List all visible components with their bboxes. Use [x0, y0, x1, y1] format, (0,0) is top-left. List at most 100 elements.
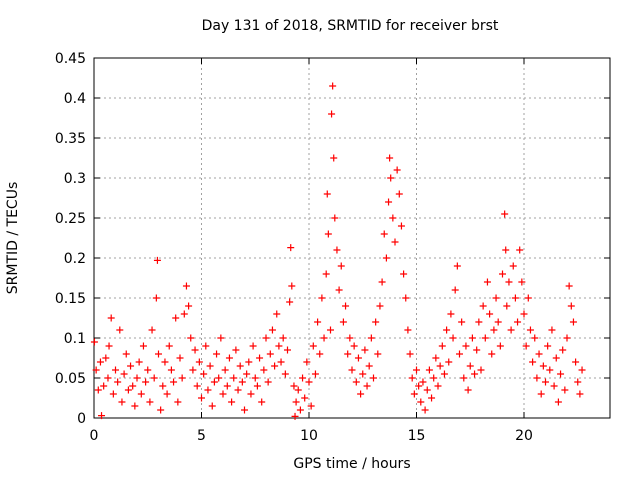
- data-point: [518, 278, 526, 286]
- data-point: [413, 366, 420, 374]
- data-point: [309, 342, 317, 350]
- data-point: [440, 370, 448, 378]
- data-point: [102, 354, 110, 362]
- data-point: [187, 334, 195, 342]
- data-point: [318, 294, 326, 302]
- data-point: [330, 154, 338, 162]
- data-point: [501, 210, 509, 218]
- data-point: [559, 346, 567, 354]
- data-point: [533, 374, 541, 382]
- data-point: [524, 294, 532, 302]
- data-point: [305, 378, 313, 386]
- data-point: [155, 350, 162, 358]
- chart-title: Day 131 of 2018, SRMTID for receiver brs…: [201, 18, 499, 34]
- data-point: [445, 358, 453, 366]
- data-point: [479, 302, 487, 310]
- data-point: [572, 358, 580, 366]
- data-point: [303, 358, 311, 366]
- data-point: [236, 362, 244, 370]
- data-point: [477, 366, 485, 374]
- data-point: [415, 382, 423, 390]
- data-point: [284, 346, 291, 354]
- data-point: [217, 334, 225, 342]
- data-point: [438, 342, 446, 350]
- data-point: [567, 302, 575, 310]
- data-point: [529, 358, 537, 366]
- data-point: [406, 350, 414, 358]
- data-point: [460, 374, 468, 382]
- data-point: [273, 310, 281, 318]
- data-point: [468, 334, 476, 342]
- data-point: [170, 378, 178, 386]
- data-point: [202, 342, 210, 350]
- data-point: [176, 354, 184, 362]
- data-point: [122, 350, 130, 358]
- data-point: [522, 342, 530, 350]
- data-point: [182, 282, 190, 290]
- data-point: [520, 310, 528, 318]
- data-point: [98, 412, 106, 420]
- data-point: [251, 374, 259, 382]
- data-point: [105, 342, 113, 350]
- data-point: [391, 238, 399, 246]
- data-point: [421, 406, 429, 414]
- data-point: [146, 398, 154, 406]
- data-point: [492, 294, 500, 302]
- data-point: [475, 318, 483, 326]
- data-point: [247, 390, 255, 398]
- data-point: [198, 394, 205, 402]
- data-point: [432, 354, 440, 362]
- data-point: [354, 354, 362, 362]
- data-point: [296, 406, 304, 414]
- data-point: [301, 394, 309, 402]
- data-point: [507, 326, 515, 334]
- data-point: [114, 378, 122, 386]
- data-point: [494, 318, 502, 326]
- data-point: [436, 362, 444, 370]
- data-point: [271, 362, 279, 370]
- data-point: [425, 366, 433, 374]
- data-point: [256, 354, 264, 362]
- data-point: [195, 358, 203, 366]
- data-point: [234, 386, 242, 394]
- x-tick-label: 15: [408, 428, 426, 444]
- data-point: [458, 318, 466, 326]
- data-point: [215, 374, 223, 382]
- x-tick-label: 0: [90, 428, 99, 444]
- data-point: [152, 294, 160, 302]
- data-point: [94, 386, 102, 394]
- data-point: [324, 230, 332, 238]
- y-tick-label: 0: [77, 411, 86, 427]
- data-point: [153, 256, 161, 264]
- data-point: [329, 82, 337, 90]
- data-point: [344, 350, 352, 358]
- data-point: [400, 270, 408, 278]
- data-point: [243, 370, 251, 378]
- data-point: [139, 342, 147, 350]
- data-point: [488, 350, 496, 358]
- data-series: [90, 82, 586, 420]
- data-point: [275, 342, 283, 350]
- y-tick-label: 0.1: [64, 331, 86, 347]
- data-point: [291, 412, 299, 420]
- data-point: [268, 326, 276, 334]
- data-point: [323, 190, 331, 198]
- data-point: [200, 370, 208, 378]
- data-point: [539, 362, 547, 370]
- data-point: [481, 334, 489, 342]
- data-point: [346, 334, 354, 342]
- data-point: [163, 390, 171, 398]
- data-point: [502, 246, 510, 254]
- data-point: [307, 402, 315, 410]
- data-point: [118, 398, 126, 406]
- data-point: [230, 374, 238, 382]
- x-tick-label: 5: [197, 428, 206, 444]
- data-point: [393, 166, 401, 174]
- data-point: [361, 346, 369, 354]
- data-point: [277, 358, 285, 366]
- data-point: [483, 278, 491, 286]
- data-point: [387, 174, 395, 182]
- data-point: [266, 350, 274, 358]
- data-point: [137, 390, 145, 398]
- data-point: [314, 318, 322, 326]
